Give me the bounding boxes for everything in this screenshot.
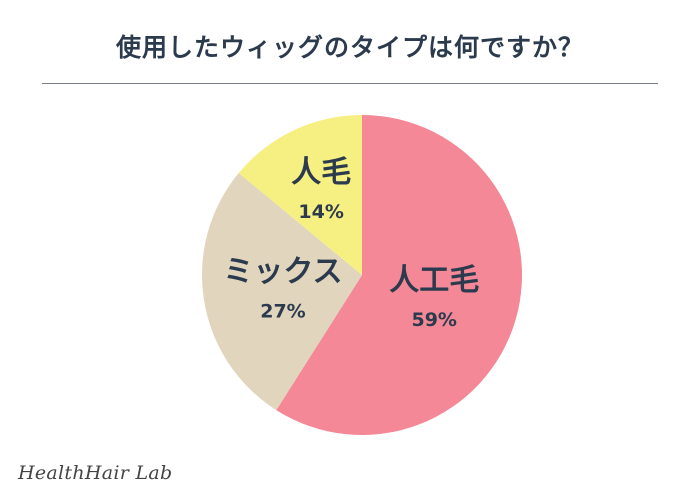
slice-percentage: 14% [298, 201, 343, 223]
slice-label: 人毛 [291, 155, 351, 190]
title-divider [42, 83, 658, 84]
pie-slice [201, 173, 362, 411]
brand-logo: HealthHair Lab [18, 462, 173, 484]
slice-label: 人工毛 [389, 263, 479, 298]
slice-percentage: 27% [260, 301, 305, 323]
slice-label: ミックス [223, 255, 342, 290]
pie-slice [238, 115, 362, 275]
pie-slice [276, 115, 522, 435]
chart-title: 使用したウィッグのタイプは何ですか？ [115, 33, 584, 62]
slice-percentage: 59% [411, 309, 456, 331]
